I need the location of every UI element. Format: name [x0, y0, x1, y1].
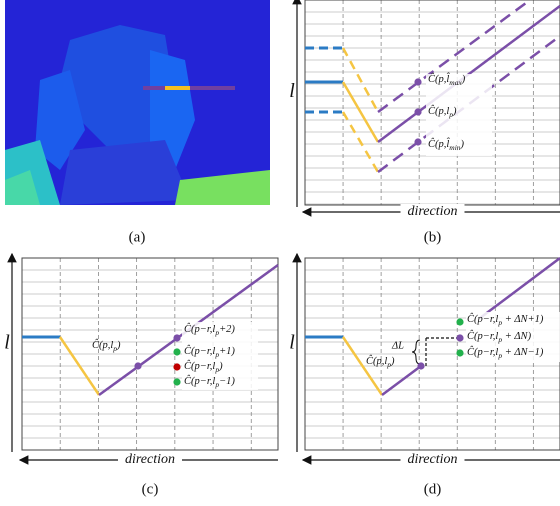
caption: (b): [424, 229, 442, 245]
label-main: Ĉ(p−r,l: [184, 375, 215, 387]
label-main: Ĉ(p−r,l: [184, 323, 215, 335]
label-tail: + ΔN−1): [502, 347, 544, 358]
label-tail: ): [390, 356, 395, 367]
label-main: Ĉ(p−r,l: [467, 330, 498, 342]
point: [414, 78, 421, 85]
caption: (c): [142, 481, 159, 497]
depth-image: [5, 0, 270, 205]
point: [173, 348, 180, 355]
label-tail: + ΔN+1): [502, 314, 544, 325]
math-label: Ĉ(p−r,lp−1): [184, 375, 235, 388]
caption: (a): [129, 229, 146, 245]
point: [173, 378, 180, 385]
math-label: Ĉ(p−r,lp+1): [184, 345, 235, 358]
label-tail: ): [116, 340, 121, 351]
label-main: Ĉ(p−r,l: [467, 313, 498, 325]
line: [480, 258, 560, 318]
point: [456, 349, 463, 356]
x-axis-label: direction: [125, 452, 175, 467]
figure: (a)ldirection(b)Ĉ(p,l̂max)Ĉ(p,lp)Ĉ(p,l̂m…: [0, 0, 560, 506]
label-sub: min: [449, 143, 461, 152]
y-axis-label: l: [4, 332, 10, 354]
label-tail: + ΔN): [502, 331, 532, 342]
point: [414, 138, 421, 145]
y-axis-label: l: [289, 80, 295, 102]
y-axis-label: l: [289, 332, 295, 354]
point: [417, 362, 424, 369]
line: [343, 48, 378, 112]
label-tail: ): [218, 361, 223, 372]
math-label: Ĉ(p,lp): [366, 355, 395, 368]
line: [343, 82, 378, 142]
label-tail: ): [461, 74, 466, 85]
label-tail: ): [460, 139, 465, 150]
point: [134, 362, 141, 369]
label-main: Ĉ(p,l: [366, 355, 387, 367]
math-label: Ĉ(p,lp): [92, 339, 121, 352]
point: [173, 334, 180, 341]
point: [173, 363, 180, 370]
label-main: Ĉ(p,l: [92, 339, 113, 351]
label-tail: +1): [219, 346, 235, 357]
math-label: Ĉ(p,lp): [428, 105, 457, 118]
label-main: Ĉ(p−r,l: [184, 345, 215, 357]
point: [456, 318, 463, 325]
label-tail: ): [452, 106, 457, 117]
label-main: Ĉ(p,l̂: [428, 72, 450, 85]
x-axis-label: direction: [407, 204, 457, 219]
label-main: Ĉ(p,l̂: [428, 137, 450, 150]
math-label: Ĉ(p−r,lp+2): [184, 323, 235, 336]
delta-label: ΔL: [391, 340, 404, 351]
label-sub: max: [449, 78, 462, 87]
label-main: Ĉ(p,l: [428, 105, 449, 117]
x-axis-label: direction: [407, 452, 457, 467]
label-tail: +2): [219, 324, 235, 335]
label-main: Ĉ(p−r,l: [467, 346, 498, 358]
line: [343, 112, 378, 172]
label-tail: −1): [219, 376, 235, 387]
math-label: Ĉ(p−r,lp + ΔN−1): [467, 346, 544, 359]
caption: (d): [424, 481, 442, 497]
label-main: Ĉ(p−r,l: [184, 360, 215, 372]
point: [414, 108, 421, 115]
point: [456, 334, 463, 341]
math-label: Ĉ(p−r,lp + ΔN+1): [467, 313, 544, 326]
line: [382, 366, 421, 395]
